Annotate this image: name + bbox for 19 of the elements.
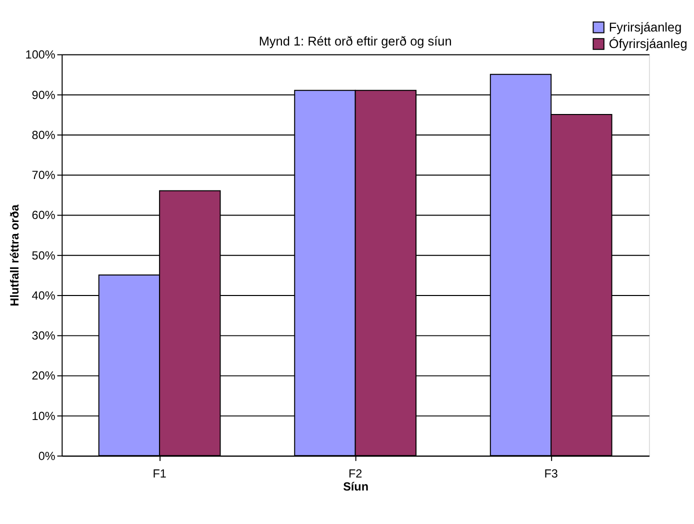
y-axis-title: Hlutfall réttra orða (8, 204, 22, 306)
x-tick-label: F1 (152, 468, 166, 481)
y-tick-label: 20% (32, 370, 56, 383)
y-tick-label: 100% (25, 48, 56, 62)
y-tick-label: 90% (32, 88, 56, 102)
x-axis-title: Síun (343, 480, 369, 494)
y-tick-label: 30% (32, 330, 56, 343)
y-tick-label: 60% (32, 209, 56, 222)
legend-label: Ófyrirsjáanleg (608, 36, 688, 51)
y-tick-label: 50% (32, 249, 56, 262)
y-tick-label: 80% (32, 128, 56, 142)
y-tick-label: 40% (32, 289, 56, 302)
x-tick-label: F3 (544, 468, 558, 481)
legend-label: Fyrirsjáanleg (608, 19, 682, 34)
y-tick-label: 70% (32, 169, 56, 182)
x-tick-label: F2 (348, 468, 362, 481)
y-tick-label: 10% (32, 410, 56, 423)
y-tick-label: 0% (38, 450, 56, 463)
chart-title: Mynd 1: Rétt orð eftir gerð og síun (258, 33, 452, 48)
